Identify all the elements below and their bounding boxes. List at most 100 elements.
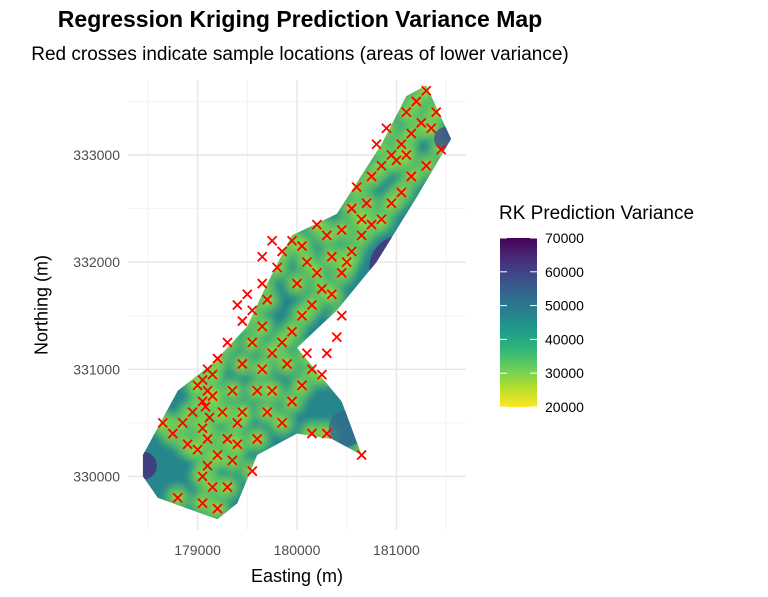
sample-cross-stroke — [326, 289, 337, 300]
sample-cross-stroke — [396, 139, 407, 150]
sample-marker — [200, 401, 211, 412]
sample-cross-stroke — [237, 315, 248, 327]
sample-cross-stroke — [232, 299, 243, 311]
sample-marker — [416, 117, 427, 128]
sample-marker — [222, 433, 233, 445]
sample-cross-stroke — [212, 503, 223, 514]
sample-marker — [306, 364, 318, 375]
variance-field — [142, 85, 452, 520]
sample-cross-stroke — [281, 358, 293, 370]
sample-cross-stroke — [267, 385, 278, 396]
y-tick-label: 330000 — [73, 468, 120, 484]
sample-cross-stroke — [262, 294, 273, 305]
sample-cross-stroke — [431, 107, 442, 118]
sample-marker — [247, 305, 258, 316]
sample-marker — [356, 449, 367, 461]
legend-tick-label: 70000 — [545, 230, 584, 246]
sample-cross-stroke — [296, 380, 308, 391]
sample-marker — [286, 396, 298, 407]
high-variance-area — [142, 451, 157, 480]
sample-cross-stroke — [247, 305, 258, 316]
sample-cross-stroke — [426, 123, 437, 134]
sample-marker — [291, 278, 303, 289]
sample-marker — [222, 482, 233, 493]
sample-marker — [271, 262, 283, 273]
axis-ticks: 179000 180000 181000 330000 331000 332000 3330… — [73, 147, 420, 558]
sample-marker — [247, 465, 258, 477]
sample-marker — [296, 310, 308, 321]
sample-marker — [296, 240, 308, 252]
sample-cross-stroke — [207, 390, 218, 402]
sample-cross-stroke — [222, 482, 233, 493]
sample-cross-stroke — [351, 182, 362, 193]
sample-cross-stroke — [197, 498, 208, 509]
sample-marker — [316, 283, 327, 295]
sample-marker — [326, 251, 337, 262]
sample-cross-stroke — [291, 278, 303, 289]
sample-cross-stroke — [376, 160, 387, 171]
sample-marker — [386, 198, 397, 209]
sample-cross-stroke — [207, 369, 218, 380]
sample-cross-stroke — [187, 407, 198, 418]
sample-marker — [376, 160, 387, 171]
sample-marker — [262, 294, 273, 305]
sample-marker — [177, 417, 188, 428]
legend-tick-label: 40000 — [545, 331, 584, 347]
sample-marker — [197, 423, 208, 434]
legend-title: RK Prediction Variance — [499, 203, 695, 224]
sample-cross-stroke — [321, 428, 332, 439]
sample-cross-stroke — [321, 230, 332, 241]
sample-cross-stroke — [192, 444, 203, 455]
sample-marker — [257, 251, 268, 262]
high-variance-area — [434, 126, 452, 151]
sample-marker — [421, 85, 432, 96]
sample-marker — [346, 246, 357, 257]
x-tick-label: 180000 — [274, 542, 321, 558]
sample-marker — [371, 139, 382, 150]
sample-marker — [207, 390, 218, 402]
sample-marker — [326, 289, 337, 300]
sample-marker — [267, 235, 278, 246]
sample-cross-stroke — [204, 412, 215, 423]
sample-marker — [396, 139, 407, 150]
sample-marker — [276, 417, 288, 428]
sample-cross-stroke — [366, 171, 377, 182]
sample-cross-stroke — [296, 240, 308, 252]
sample-marker — [197, 396, 208, 407]
sample-cross-stroke — [346, 246, 357, 257]
sample-cross-stroke — [242, 289, 253, 300]
sample-cross-stroke — [356, 214, 367, 225]
sample-marker — [227, 455, 238, 466]
sample-marker — [336, 267, 347, 278]
sample-marker — [301, 348, 313, 359]
sample-marker — [306, 299, 318, 311]
sample-marker — [391, 155, 402, 166]
sample-cross-stroke — [301, 348, 313, 359]
sample-marker — [197, 498, 208, 509]
sample-marker — [286, 326, 298, 337]
sample-marker — [217, 407, 228, 418]
sample-marker — [257, 321, 268, 332]
sample-marker — [204, 412, 215, 423]
sample-marker — [262, 407, 273, 418]
sample-cross-stroke — [172, 492, 183, 503]
sample-cross-stroke — [212, 449, 223, 461]
sample-cross-stroke — [401, 107, 412, 118]
sample-cross-stroke — [421, 85, 432, 96]
sample-marker — [381, 123, 392, 134]
sample-cross-stroke — [237, 407, 248, 418]
sample-marker — [321, 230, 332, 241]
sample-marker — [341, 257, 352, 268]
sample-marker — [311, 267, 323, 278]
sample-marker — [192, 380, 203, 391]
sample-cross-stroke — [306, 299, 318, 311]
sample-marker — [237, 315, 248, 327]
sample-cross-stroke — [197, 396, 208, 407]
sample-cross-stroke — [331, 332, 342, 343]
high-variance-area — [328, 410, 365, 447]
sample-cross-stroke — [197, 423, 208, 434]
sample-marker — [366, 171, 377, 182]
sample-marker — [276, 337, 288, 348]
sample-cross-stroke — [296, 310, 308, 321]
legend-colorbar-fill — [500, 238, 537, 407]
